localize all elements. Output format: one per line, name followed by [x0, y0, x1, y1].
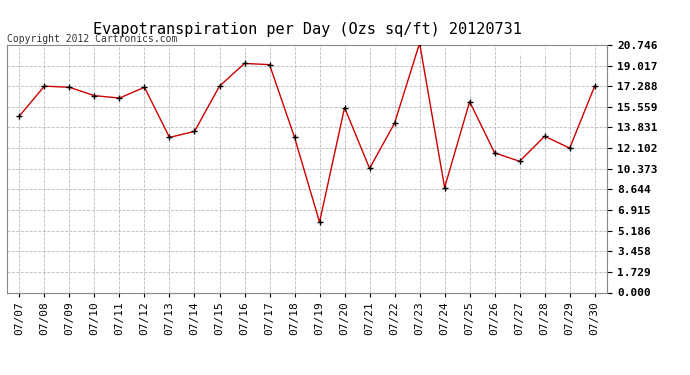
Text: Copyright 2012 Cartronics.com: Copyright 2012 Cartronics.com: [7, 34, 177, 44]
Title: Evapotranspiration per Day (Ozs sq/ft) 20120731: Evapotranspiration per Day (Ozs sq/ft) 2…: [92, 22, 522, 38]
